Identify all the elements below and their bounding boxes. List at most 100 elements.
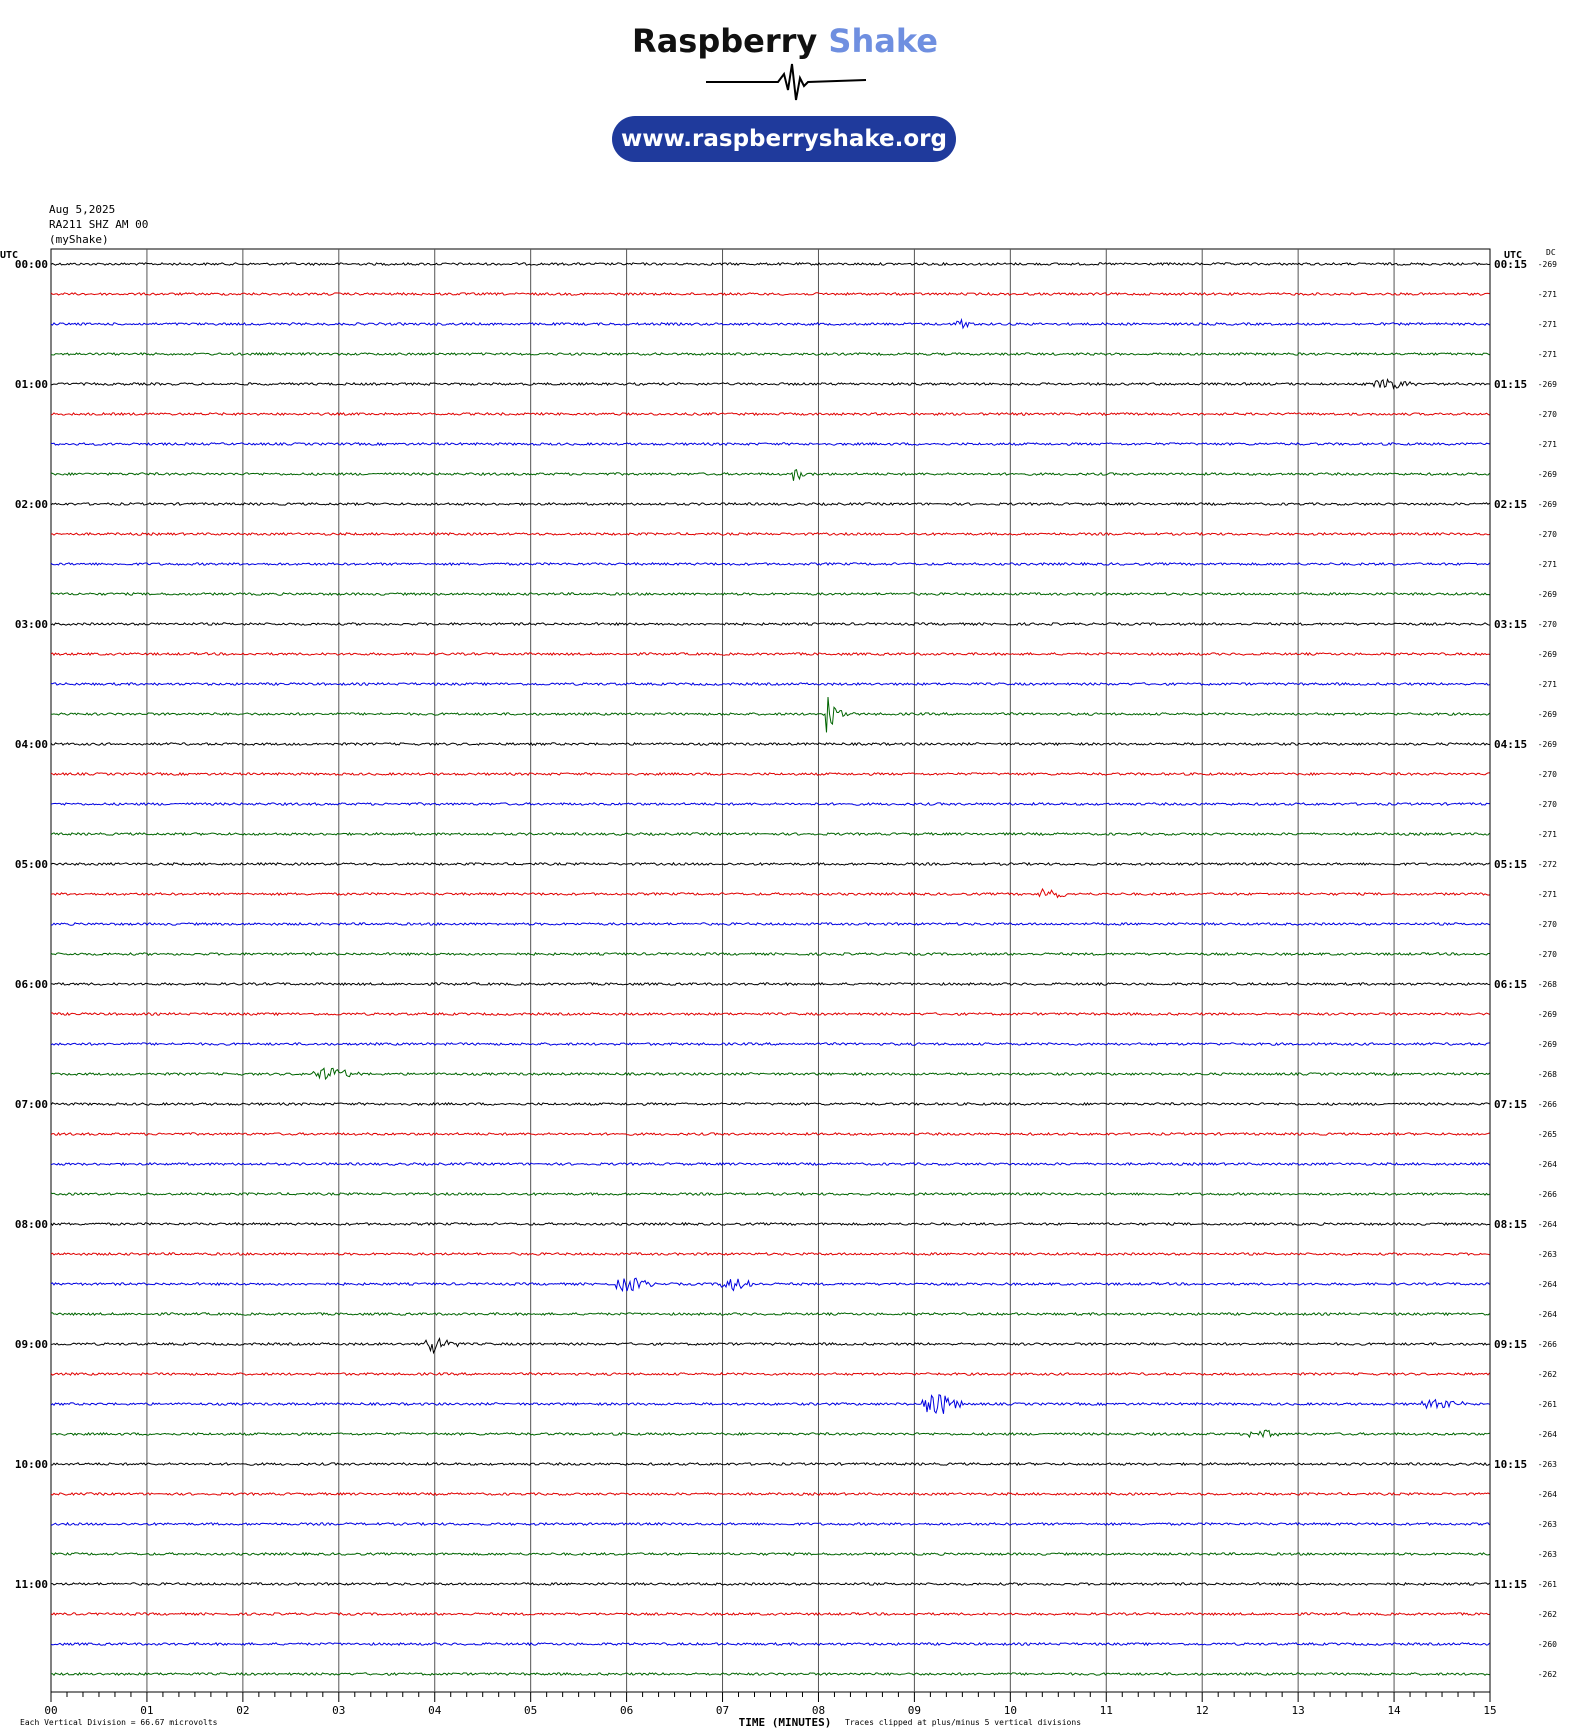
x-tick-label: 07	[716, 1704, 729, 1717]
dc-offset-label: -266	[1538, 1340, 1557, 1349]
trace-line	[50, 1191, 1490, 1197]
logo-name-part2: Shake	[828, 22, 938, 60]
utc-label-left: UTC	[0, 250, 18, 261]
dc-offset-label: -269	[1538, 1010, 1557, 1019]
trace-line	[51, 1461, 1490, 1467]
chart-date: Aug 5,2025	[49, 203, 116, 216]
dc-offset-label: -271	[1538, 560, 1557, 569]
trace-line	[50, 651, 1490, 657]
dc-offset-label: -263	[1538, 1520, 1557, 1529]
x-tick-label: 06	[620, 1704, 633, 1717]
trace-line	[50, 1394, 1490, 1415]
trace-line	[50, 1131, 1490, 1137]
trace-line	[50, 1551, 1490, 1557]
dc-offset-label: -269	[1538, 650, 1557, 659]
hour-label-left: 04:00	[15, 738, 48, 751]
hour-label-right: 11:15	[1494, 1578, 1527, 1591]
trace-line	[50, 291, 1490, 297]
dc-offset-label: -270	[1538, 950, 1557, 959]
x-tick-label: 03	[332, 1704, 345, 1717]
hour-label-left: 01:00	[15, 378, 48, 391]
trace-line	[50, 1012, 1490, 1017]
trace-line	[50, 1311, 1490, 1317]
data-source: (myShake)	[49, 233, 109, 246]
dc-offset-label: -269	[1538, 740, 1557, 749]
dc-offset-label: -262	[1538, 1610, 1557, 1619]
trace-line	[50, 696, 1490, 733]
trace-line	[50, 411, 1490, 417]
dc-offset-label: -269	[1538, 590, 1557, 599]
dc-offset-label: -264	[1538, 1490, 1557, 1499]
x-tick-label: 08	[812, 1704, 825, 1717]
hour-label-left: 03:00	[15, 618, 48, 631]
dc-label: DC	[1546, 248, 1556, 257]
trace-line	[50, 1221, 1490, 1227]
trace-line	[50, 317, 1490, 330]
dc-offset-label: -265	[1538, 1130, 1557, 1139]
trace-line	[50, 561, 1490, 567]
hour-label-right: 01:15	[1494, 378, 1527, 391]
hour-label-right: 09:15	[1494, 1338, 1527, 1351]
dc-offset-label: -269	[1538, 470, 1557, 479]
dc-offset-label: -271	[1538, 440, 1557, 449]
dc-offset-label: -270	[1538, 530, 1557, 539]
x-tick-label: 15	[1483, 1704, 1496, 1717]
dc-offset-label: -266	[1538, 1190, 1557, 1199]
hour-label-left: 00:00	[15, 258, 48, 271]
hour-label-left: 07:00	[15, 1098, 48, 1111]
hour-label-right: 05:15	[1494, 858, 1527, 871]
trace-line	[50, 621, 1490, 627]
trace-line	[50, 831, 1490, 837]
hour-label-left: 11:00	[15, 1578, 48, 1591]
dc-offset-label: -271	[1538, 830, 1557, 839]
trace-line	[50, 378, 1490, 390]
utc-label-right: UTC	[1504, 250, 1522, 261]
x-axis-title: TIME (MINUTES)	[739, 1716, 832, 1729]
trace-line	[50, 951, 1490, 957]
trace-line	[50, 1042, 1490, 1046]
dc-offset-label: -268	[1538, 1070, 1557, 1079]
x-tick-label: 05	[524, 1704, 537, 1717]
hour-label-left: 02:00	[15, 498, 48, 511]
hour-label-left: 10:00	[15, 1458, 48, 1471]
station-id: RA211 SHZ AM 00	[49, 218, 149, 231]
trace-line	[50, 501, 1490, 507]
trace-line	[50, 1521, 1490, 1527]
dc-offset-label: -271	[1538, 320, 1557, 329]
trace-line	[51, 1672, 1490, 1676]
trace-line	[50, 887, 1490, 899]
dc-offset-label: -263	[1538, 1550, 1557, 1559]
dc-offset-label: -261	[1538, 1580, 1557, 1589]
scale-note: Each Vertical Division = 66.67 microvolt…	[20, 1718, 218, 1727]
trace-line	[51, 1581, 1490, 1587]
dc-offset-label: -270	[1538, 800, 1557, 809]
dc-offset-label: -266	[1538, 1100, 1557, 1109]
x-tick-label: 14	[1387, 1704, 1401, 1717]
hour-label-right: 04:15	[1494, 738, 1527, 751]
trace-line	[50, 1067, 1490, 1081]
hour-label-left: 06:00	[15, 978, 48, 991]
trace-line	[50, 261, 1490, 266]
website-link[interactable]: www.raspberryshake.org	[612, 116, 956, 162]
dc-offset-label: -270	[1538, 410, 1557, 419]
hour-label-right: 03:15	[1494, 618, 1527, 631]
x-tick-label: 01	[140, 1704, 153, 1717]
dc-offset-label: -269	[1538, 1040, 1557, 1049]
dc-offset-label: -261	[1538, 1400, 1557, 1409]
dc-offset-label: -271	[1538, 290, 1557, 299]
dc-offset-label: -264	[1538, 1160, 1557, 1169]
dc-offset-label: -269	[1538, 500, 1557, 509]
dc-offset-label: -269	[1538, 260, 1557, 269]
trace-line	[50, 771, 1490, 777]
trace-line	[50, 801, 1490, 806]
dc-offset-label: -270	[1538, 920, 1557, 929]
dc-offset-label: -264	[1538, 1430, 1557, 1439]
x-tick-label: 12	[1196, 1704, 1209, 1717]
dc-offset-label: -270	[1538, 620, 1557, 629]
x-tick-label: 02	[236, 1704, 249, 1717]
dc-offset-label: -272	[1538, 860, 1557, 869]
dc-offset-label: -269	[1538, 380, 1557, 389]
trace-line	[50, 1277, 1490, 1293]
hour-label-right: 10:15	[1494, 1458, 1527, 1471]
